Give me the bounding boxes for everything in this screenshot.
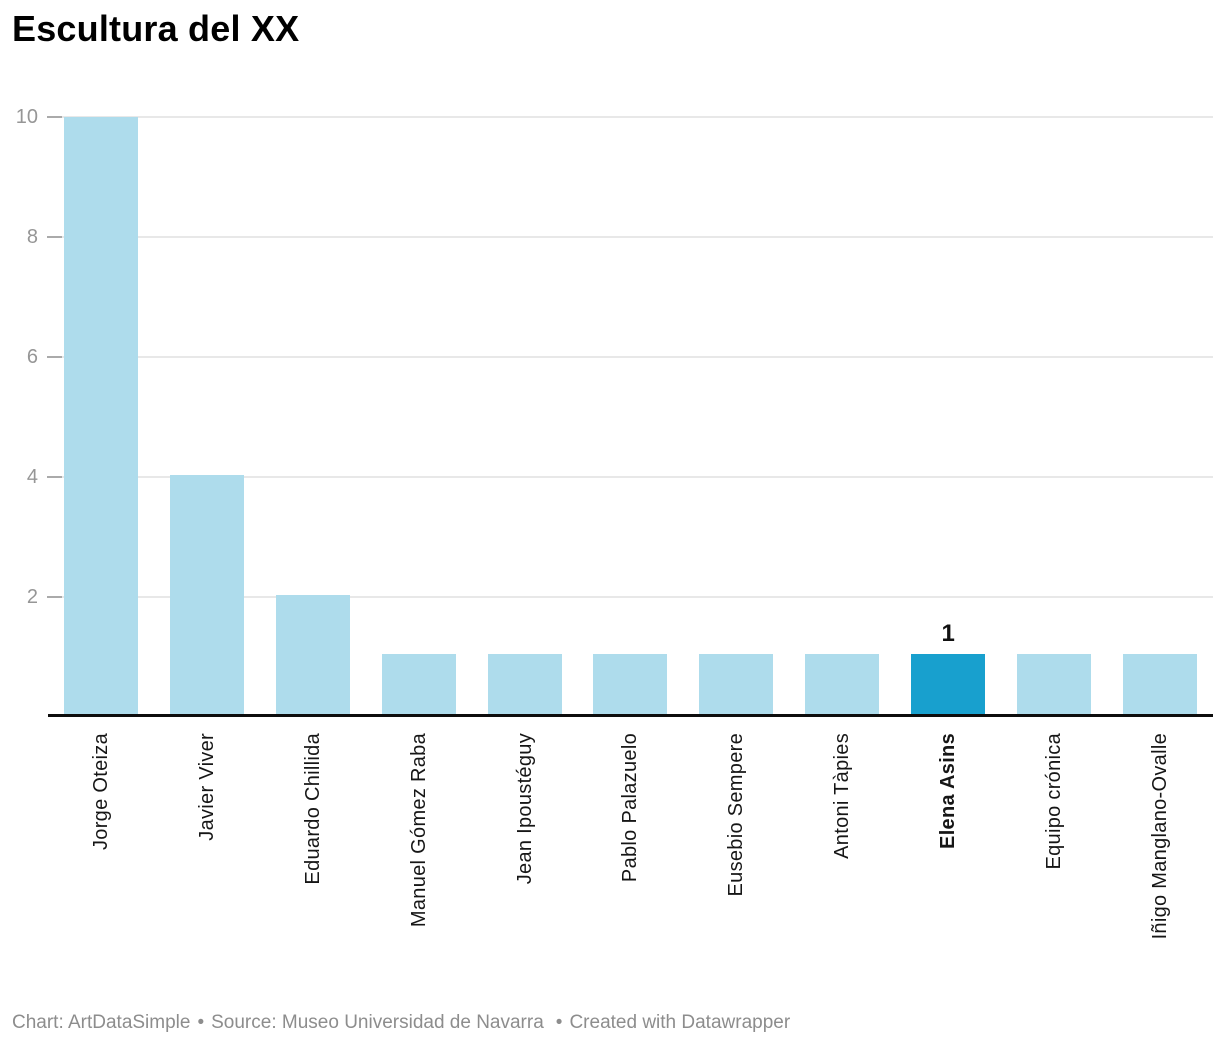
x-axis-label-cell: Manuel Gómez Raba (366, 733, 472, 988)
bar[interactable] (63, 117, 138, 714)
x-axis-label-cell: Antoni Tàpies (789, 733, 895, 988)
bar[interactable] (169, 475, 244, 714)
y-axis-tick (47, 596, 62, 598)
bar[interactable] (805, 654, 880, 714)
bar[interactable] (275, 594, 350, 714)
bar-highlighted[interactable] (911, 654, 986, 714)
x-axis-label-cell: Jorge Oteiza (48, 733, 154, 988)
bar-column (366, 117, 472, 714)
x-axis-label-cell: Elena Asins (895, 733, 1001, 988)
bar-column (1107, 117, 1213, 714)
footer-separator: • (555, 1012, 563, 1033)
y-axis-tick (47, 116, 62, 118)
x-axis-label: Jorge Oteiza (89, 733, 112, 850)
x-axis-label: Eduardo Chillida (301, 733, 324, 885)
x-axis-label-cell: Eduardo Chillida (260, 733, 366, 988)
y-axis-tick-label: 2 (26, 586, 38, 608)
x-axis-label: Javier Viver (195, 733, 218, 841)
plot-area: 1 (47, 116, 1213, 717)
y-axis-tick-label: 10 (15, 106, 38, 128)
bars-row: 1 (48, 117, 1213, 714)
x-axis-label: Manuel Gómez Raba (407, 733, 430, 928)
bar[interactable] (699, 654, 774, 714)
x-axis-labels: Jorge Oteiza Javier Viver Eduardo Chillida… (48, 733, 1213, 988)
x-axis-label-cell: Jean Ipoustéguy (472, 733, 578, 988)
x-axis-label: Jean Ipoustéguy (513, 733, 536, 885)
chart-footer: Chart: ArtDataSimple • Source: Museo Unive… (12, 1012, 790, 1034)
footer-separator: • (197, 1012, 205, 1033)
bar[interactable] (381, 654, 456, 714)
chart-title: Escultura del XX (12, 8, 300, 49)
x-axis-label: Elena Asins (937, 733, 960, 849)
x-axis-label-cell: Eusebio Sempere (683, 733, 789, 988)
bar[interactable] (593, 654, 668, 714)
bar-column (1001, 117, 1107, 714)
x-axis-label: Pablo Palazuelo (619, 733, 642, 883)
bar-column (789, 117, 895, 714)
bar-column (48, 117, 154, 714)
bar[interactable] (487, 654, 562, 714)
bar-column: 1 (895, 117, 1001, 714)
bar-value-label: 1 (941, 620, 955, 648)
bar-column (683, 117, 789, 714)
y-axis-tick-label: 8 (26, 226, 38, 248)
x-axis-label: Iñigo Manglano-Ovalle (1149, 733, 1172, 940)
x-axis-label: Antoni Tàpies (831, 733, 854, 859)
y-axis-tick (47, 476, 62, 478)
bar[interactable] (1017, 654, 1092, 714)
y-axis-tick-label: 6 (26, 346, 38, 368)
x-axis-label-cell: Pablo Palazuelo (578, 733, 684, 988)
x-axis-line (48, 714, 1213, 717)
x-axis-label-cell: Iñigo Manglano-Ovalle (1107, 733, 1213, 988)
x-axis-label: Equipo crónica (1043, 733, 1066, 870)
x-axis-label-cell: Javier Viver (154, 733, 260, 988)
y-axis-tick (47, 356, 62, 358)
bar-column (472, 117, 578, 714)
gridline (48, 236, 1213, 238)
gridline (48, 356, 1213, 358)
gridline (48, 596, 1213, 598)
bar-column (260, 117, 366, 714)
footer-chart-credit: Chart: ArtDataSimple (12, 1012, 191, 1033)
bar-column (154, 117, 260, 714)
bar[interactable] (1123, 654, 1198, 714)
y-axis-tick (47, 236, 62, 238)
x-axis-label: Eusebio Sempere (725, 733, 748, 897)
footer-source: Source: Museo Universidad de Navarra (211, 1012, 544, 1033)
bar-column (578, 117, 684, 714)
gridline (48, 116, 1213, 118)
y-axis-tick-label: 4 (26, 466, 38, 488)
x-axis-label-cell: Equipo crónica (1001, 733, 1107, 988)
gridline (48, 476, 1213, 478)
footer-created-link[interactable]: Created with Datawrapper (569, 1012, 791, 1033)
